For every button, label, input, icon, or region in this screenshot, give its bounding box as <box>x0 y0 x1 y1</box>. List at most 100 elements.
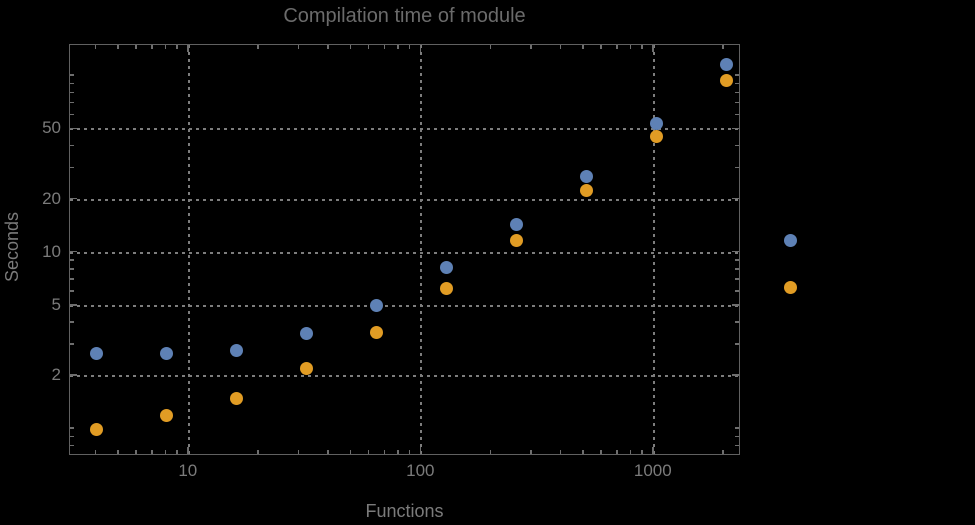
y-tick-mark <box>735 259 739 261</box>
x-tick-mark <box>367 450 370 454</box>
y-tick-mark <box>735 435 739 438</box>
x-tick-mark <box>327 450 329 454</box>
y-tick-mark <box>70 427 74 429</box>
y-tick-mark <box>735 268 739 270</box>
x-tick-mark <box>297 45 300 49</box>
x-tick-mark <box>530 450 532 454</box>
gridline-horizontal <box>70 375 739 378</box>
y-tick-mark <box>70 278 74 280</box>
y-tick-mark <box>735 427 739 429</box>
chart-title: Compilation time of module <box>283 5 526 27</box>
y-tick-mark <box>70 374 77 376</box>
y-tick-mark <box>735 113 739 116</box>
x-tick-mark <box>582 450 584 454</box>
x-axis-label: Functions <box>365 501 444 521</box>
y-tick-mark <box>732 197 739 200</box>
y-tick-mark <box>70 290 74 292</box>
x-tick-mark <box>408 450 411 454</box>
y-tick-mark <box>732 304 739 306</box>
x-tick-mark <box>652 45 654 52</box>
x-tick-mark <box>383 45 386 49</box>
data-point-series-1-blue <box>439 261 453 275</box>
x-tick-mark <box>582 45 584 49</box>
data-point-series-1-blue <box>89 346 103 360</box>
x-tick-mark <box>349 450 352 454</box>
data-point-series-2-orange <box>159 408 173 422</box>
y-tick-label: 20 <box>42 188 61 208</box>
gridline-horizontal <box>70 251 739 254</box>
y-tick-mark <box>70 127 77 130</box>
y-tick-mark <box>70 101 74 104</box>
x-tick-mark <box>94 450 97 454</box>
y-tick-label: 5 <box>51 294 61 314</box>
x-tick-mark <box>164 45 167 49</box>
data-point-series-1-blue <box>509 218 523 232</box>
gridline-vertical <box>420 45 423 454</box>
x-tick-label: 1000 <box>633 461 672 480</box>
y-tick-mark <box>70 144 74 147</box>
data-point-series-1-blue <box>649 116 663 130</box>
y-tick-mark <box>732 127 739 130</box>
legend <box>777 227 967 301</box>
plot-area <box>69 44 740 455</box>
y-tick-mark <box>735 444 739 447</box>
x-tick-mark <box>176 450 178 454</box>
x-tick-mark <box>559 450 562 454</box>
data-point-series-2-orange <box>369 325 383 339</box>
x-tick-mark <box>297 450 300 454</box>
x-tick-mark <box>383 450 386 454</box>
y-tick-mark <box>70 268 74 270</box>
data-point-series-2-orange <box>719 74 733 88</box>
y-tick-mark <box>735 74 739 76</box>
data-point-series-1-blue <box>579 170 593 184</box>
x-tick-mark <box>94 45 97 49</box>
x-tick-mark <box>629 45 632 49</box>
x-tick-mark <box>397 45 399 49</box>
x-tick-mark <box>397 450 399 454</box>
y-tick-mark <box>70 166 74 169</box>
x-tick-mark <box>327 45 329 49</box>
y-tick-label: 2 <box>51 365 61 385</box>
data-point-series-2-orange <box>439 281 453 295</box>
gridline-horizontal <box>70 198 739 201</box>
x-tick-mark <box>641 450 643 454</box>
y-tick-mark <box>735 144 739 147</box>
x-tick-mark <box>367 45 370 49</box>
x-tick-mark <box>135 450 137 454</box>
gridline-vertical <box>652 45 655 454</box>
x-tick-mark <box>489 45 492 49</box>
y-tick-mark <box>735 82 739 85</box>
y-tick-mark <box>735 321 739 323</box>
x-tick-label: 100 <box>406 461 435 480</box>
y-tick-mark <box>732 374 739 376</box>
y-tick-label: 50 <box>42 118 61 138</box>
y-tick-mark <box>70 444 74 447</box>
x-tick-mark <box>641 45 643 49</box>
y-tick-mark <box>70 304 77 306</box>
y-tick-mark <box>735 343 739 345</box>
x-tick-mark <box>489 450 492 454</box>
x-tick-mark <box>151 45 153 49</box>
y-tick-mark <box>735 278 739 280</box>
x-tick-mark <box>176 45 178 49</box>
x-tick-mark <box>616 45 618 49</box>
x-tick-mark <box>151 450 153 454</box>
x-tick-label: 10 <box>178 461 198 480</box>
y-tick-mark <box>735 290 739 292</box>
x-tick-mark <box>408 45 411 49</box>
y-tick-mark <box>70 82 74 85</box>
data-point-series-1-blue <box>719 58 733 72</box>
data-point-series-1-blue <box>299 326 313 340</box>
x-tick-mark <box>600 450 602 454</box>
data-point-series-2-orange <box>229 391 243 405</box>
data-point-series-1-blue <box>369 299 383 313</box>
x-tick-mark <box>419 447 422 454</box>
y-tick-mark <box>70 321 74 323</box>
x-tick-mark <box>559 45 562 49</box>
x-tick-mark <box>187 447 189 454</box>
y-tick-mark <box>70 197 77 200</box>
legend-marker-series-2 <box>783 280 797 294</box>
gridline-horizontal <box>70 304 739 307</box>
data-point-series-2-orange <box>89 422 103 436</box>
